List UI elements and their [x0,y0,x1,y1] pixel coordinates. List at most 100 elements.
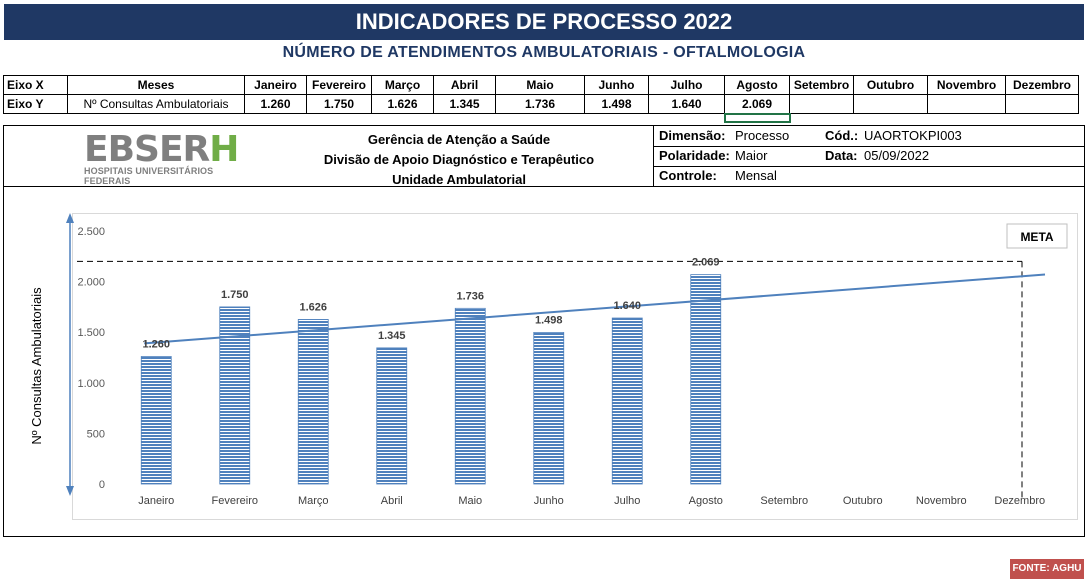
x-tick-label: Abril [381,495,403,507]
source-badge: FONTE: AGHU [1010,559,1084,579]
polarity-label: Polaridade: [659,148,730,163]
ebserh-logo: EBSERH HOSPITAIS UNIVERSITÁRIOS FEDERAIS [84,129,254,187]
org-line: Divisão de Apoio Diagnóstico e Terapêuti… [323,152,595,167]
data-labels: 1.260 1.750 1.626 1.345 1.736 1.498 1.640 2.069 [142,257,719,351]
bar[interactable] [297,319,329,485]
month-header[interactable]: Agosto [724,75,790,95]
x-tick-label: Agosto [689,495,723,507]
data-label: 1.498 [535,314,563,326]
code-value: UAORTOKPI003 [864,128,962,143]
bar[interactable] [611,317,643,485]
month-header[interactable]: Novembro [927,75,1006,95]
control-label: Controle: [659,168,717,183]
x-tick-label: Outubro [843,495,883,507]
x-axis-label: Eixo X [3,75,68,95]
info-box: EBSERH HOSPITAIS UNIVERSITÁRIOS FEDERAIS… [3,125,1085,187]
x-tick-label: Janeiro [138,495,174,507]
x-axis-ticks: Janeiro Fevereiro Março Abril Maio Junho Julho… [138,495,1045,507]
organization-info: Gerência de Atenção a Saúde Divisão de A… [264,130,654,190]
data-label: 1.640 [613,300,641,312]
y-tick-label: 2.500 [77,226,105,238]
trend-line [144,273,1046,345]
trendline [144,273,1046,345]
org-line: Gerência de Atenção a Saúde [367,132,551,147]
data-label: 2.069 [692,257,720,269]
value-cell[interactable]: 1.626 [371,94,434,114]
meta-row-dimension: Dimensão: Processo Cód.: UAORTOKPI003 [654,126,1085,147]
meta-row-polarity: Polaridade: Maior Data: 05/09/2022 [654,146,1085,167]
bar[interactable] [376,347,408,485]
x-tick-label: Março [298,495,329,507]
month-header[interactable]: Dezembro [1005,75,1079,95]
y-tick-label: 500 [87,428,105,440]
logo-wordmark: EBSERH [84,129,239,170]
x-tick-label: Junho [534,495,564,507]
month-header[interactable]: Maio [495,75,585,95]
value-cell[interactable]: 1.640 [648,94,725,114]
data-label: 1.750 [221,289,249,301]
bar[interactable] [690,274,722,485]
y-axis-title: Nº Consultas Ambulatoriais [29,287,44,445]
org-line: Unidade Ambulatorial [392,172,526,187]
month-header[interactable]: Janeiro [244,75,307,95]
value-cell[interactable]: 1.345 [433,94,496,114]
date-label: Data: [825,148,858,163]
value-cell[interactable] [789,94,854,114]
month-header[interactable]: Julho [648,75,725,95]
x-tick-label: Dezembro [994,495,1045,507]
month-header[interactable]: Outubro [853,75,928,95]
x-axis-name: Meses [67,75,245,95]
data-label: 1.260 [142,338,170,350]
y-tick-label: 0 [99,479,105,491]
selected-cell[interactable] [723,112,791,123]
value-cell[interactable]: 1.750 [306,94,372,114]
y-tick-label: 1.500 [77,327,105,339]
date-value: 05/09/2022 [864,148,930,163]
month-header[interactable]: Abril [433,75,496,95]
chart-plot-area-frame[interactable] [72,213,1078,520]
value-cell[interactable]: 1.260 [244,94,307,114]
bar[interactable] [533,332,565,485]
meta-row-control: Controle: Mensal [654,166,1085,186]
month-header[interactable]: Fevereiro [306,75,372,95]
dimension-label: Dimensão: [659,128,726,143]
bar[interactable] [140,356,172,485]
control-value: Mensal [735,168,777,183]
y-axis-label: Eixo Y [3,94,68,114]
x-tick-label: Setembro [760,495,808,507]
data-label: 1.736 [456,290,484,302]
meta-line [77,260,1023,499]
page-title: INDICADORES DE PROCESSO 2022 [4,4,1084,40]
page-subtitle: NÚMERO DE ATENDIMENTOS AMBULATORIAIS - O… [282,44,806,61]
value-cell[interactable]: 1.498 [584,94,649,114]
data-label: 1.626 [299,301,327,313]
x-tick-label: Maio [458,495,482,507]
code-label: Cód.: [825,128,859,143]
x-tick-label: Julho [614,495,640,507]
logo-tagline: HOSPITAIS UNIVERSITÁRIOS FEDERAIS [84,166,214,186]
bar-chart: 0 500 1.000 1.500 2.000 2.500 1.260 1.750 1.626… [29,213,1068,507]
value-cell[interactable] [853,94,928,114]
month-header[interactable]: Março [371,75,434,95]
x-tick-label: Novembro [916,495,967,507]
meta-label: META [1020,230,1053,244]
value-cell[interactable] [927,94,1006,114]
dimension-value: Processo [735,128,790,143]
bar[interactable] [454,307,486,485]
data-label: 1.345 [378,330,406,342]
chart-container [3,186,1085,537]
y-tick-label: 1.000 [77,378,105,390]
month-header[interactable]: Setembro [789,75,854,95]
value-cell[interactable] [1005,94,1079,114]
y-axis-name: Nº Consultas Ambulatoriais [67,94,245,114]
bar[interactable] [219,306,251,485]
month-header[interactable]: Junho [584,75,649,95]
axis-table-row-y: Eixo Y Nº Consultas Ambulatoriais 1.260 … [3,94,1079,114]
axis-table: Eixo X Meses Janeiro Fevereiro Março Abr… [3,75,1079,123]
value-cell[interactable]: 2.069 [724,94,790,114]
meta-legend-box[interactable]: META [1006,223,1068,249]
x-tick-label: Fevereiro [212,495,258,507]
metadata-grid: Dimensão: Processo Cód.: UAORTOKPI003 Po… [653,126,1085,186]
axis-table-row-x: Eixo X Meses Janeiro Fevereiro Março Abr… [3,75,1079,95]
value-cell[interactable]: 1.736 [495,94,585,114]
